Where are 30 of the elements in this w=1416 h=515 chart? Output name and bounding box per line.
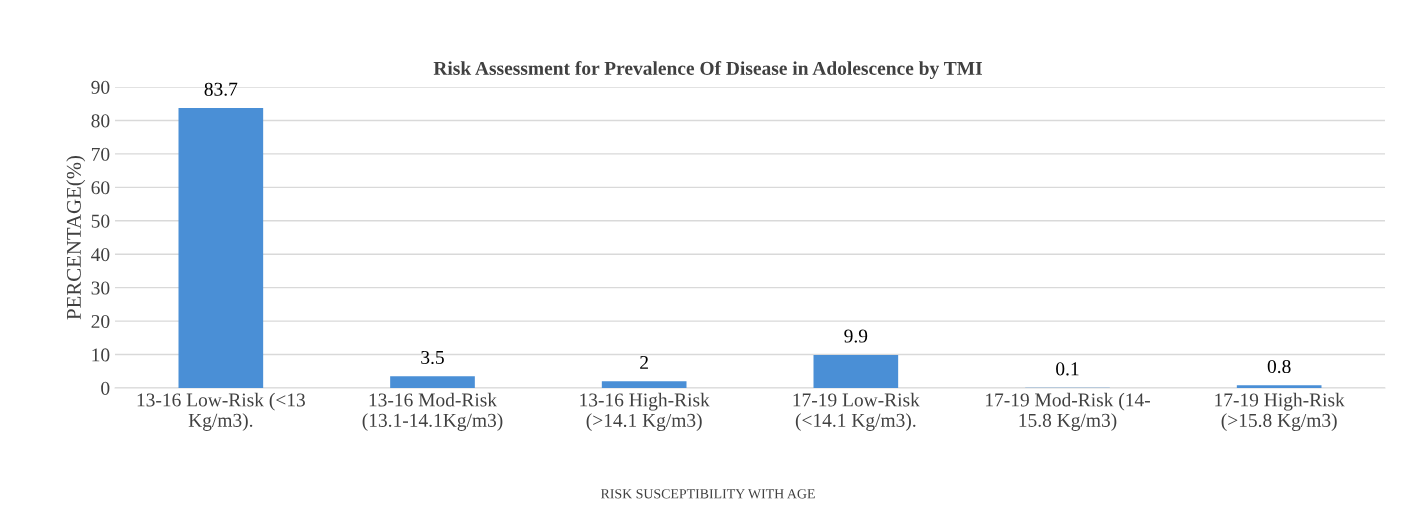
x-axis-title: RISK SUSCEPTIBILITY WITH AGE bbox=[600, 489, 815, 499]
data-label: 0.8 bbox=[1267, 359, 1291, 374]
x-tick-label: 17-19 Mod-Risk (14- 15.8 Kg/m3) bbox=[986, 392, 1150, 431]
data-label: 2 bbox=[640, 355, 648, 369]
y-tick-label: 40 bbox=[91, 248, 110, 262]
bar bbox=[813, 354, 899, 388]
data-label: 9.9 bbox=[844, 329, 868, 343]
data-label: 0.1 bbox=[1056, 362, 1079, 376]
bar bbox=[1236, 385, 1322, 388]
data-label: 3.5 bbox=[421, 350, 444, 365]
x-tick-label: 13-16 High-Risk (>14.1 Kg/m3) bbox=[580, 392, 710, 431]
x-tick-label: 13-16 Low-Risk (<13 Kg/m3). bbox=[137, 392, 305, 431]
y-axis-title: PERCENTAGE(%) bbox=[66, 155, 86, 320]
y-tick-label: 90 bbox=[91, 80, 110, 94]
x-tick-label: 17-19 High-Risk (>15.8 Kg/m3) bbox=[1215, 392, 1345, 431]
bar bbox=[178, 108, 264, 388]
chart-title: Risk Assessment for Prevalence Of Disease in Adolescence by TMI bbox=[433, 61, 982, 79]
bar bbox=[601, 381, 687, 388]
y-tick-label: 50 bbox=[91, 214, 110, 228]
y-tick-label: 20 bbox=[91, 314, 110, 329]
y-tick-label: 30 bbox=[91, 281, 110, 295]
data-label: 83.7 bbox=[204, 82, 238, 96]
y-tick-label: 0 bbox=[101, 381, 110, 395]
x-tick-label: 17-19 Low-Risk (<14.1 Kg/m3). bbox=[793, 392, 920, 431]
y-tick-label: 80 bbox=[91, 114, 110, 128]
y-tick-label: 10 bbox=[92, 348, 110, 362]
bar bbox=[390, 376, 475, 388]
y-tick-label: 60 bbox=[91, 181, 110, 195]
y-tick-label: 70 bbox=[91, 147, 110, 161]
x-tick-label: 13-16 Mod-Risk (13.1-14.1Kg/m3) bbox=[362, 392, 503, 431]
